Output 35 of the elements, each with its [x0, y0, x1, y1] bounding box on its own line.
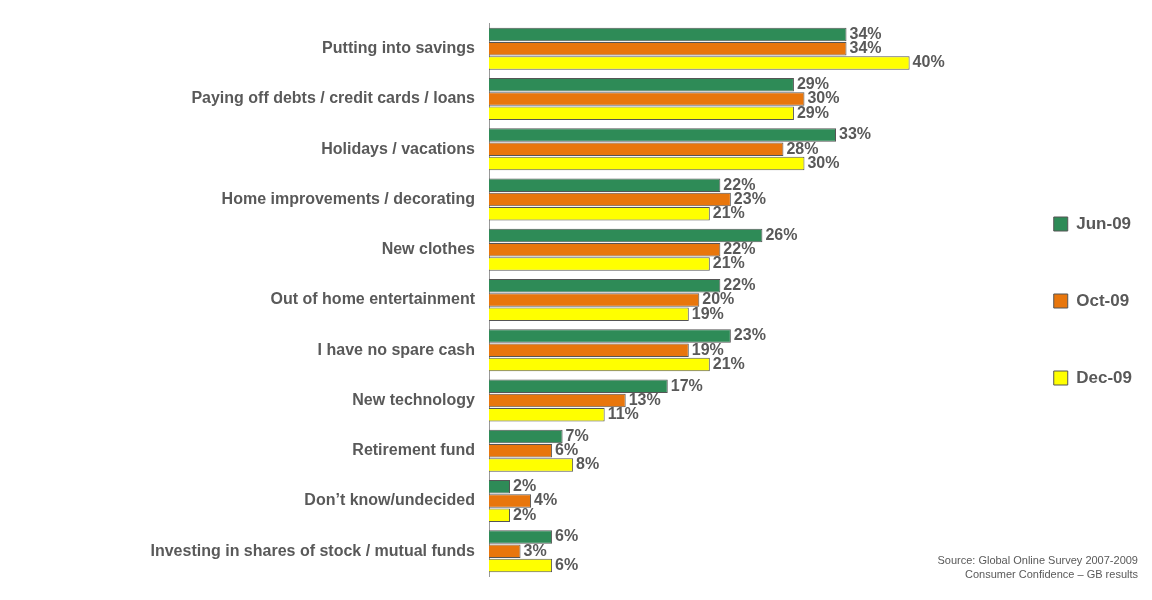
data-label: 34% — [849, 24, 882, 42]
data-label: 2% — [513, 505, 537, 523]
y-tick-label: New technology — [352, 390, 476, 408]
y-tick-label: Putting into savings — [322, 39, 476, 57]
data-label: 4% — [534, 491, 558, 509]
data-label: 34% — [849, 39, 882, 57]
data-label: 6% — [555, 555, 579, 573]
data-label: 17% — [670, 376, 703, 394]
data-label: 3% — [523, 541, 547, 559]
y-tick-label: Retirement fund — [352, 441, 475, 459]
y-tick-label: New clothes — [381, 240, 476, 258]
data-label: 23% — [733, 326, 766, 344]
data-label: 11% — [607, 405, 639, 423]
data-label: 33% — [839, 125, 872, 143]
y-tick-label: Out of home entertainment — [270, 290, 476, 308]
legend-label: Dec-09 — [1076, 367, 1133, 387]
data-label: 6% — [555, 527, 579, 545]
y-tick-label: Holidays / vacations — [321, 139, 476, 157]
data-label: 2% — [513, 477, 537, 495]
y-tick-label: Paying off debts / credit cards / loans — [191, 89, 476, 107]
data-label: 40% — [912, 53, 945, 71]
source-note: Source: Global Online Survey 2007-2009 — [937, 554, 1138, 566]
data-label: 13% — [628, 390, 661, 408]
legend-label: Oct-09 — [1076, 290, 1130, 310]
y-tick-label: Don’t know/undecided — [304, 491, 475, 509]
data-label: 21% — [712, 204, 745, 222]
data-label: 26% — [765, 225, 798, 243]
text: Consumer Confidence – GB results — [964, 568, 1139, 580]
y-tick-label: I have no spare cash — [317, 340, 475, 358]
y-tick-label: Home improvements / decorating — [221, 189, 475, 207]
legend-label: Jun-09 — [1076, 213, 1132, 233]
y-tick-label: Investing in shares of stock / mutual funds — [150, 541, 476, 559]
data-label: 8% — [576, 455, 600, 473]
data-label: 21% — [712, 254, 745, 272]
data-label: 7% — [565, 426, 589, 444]
